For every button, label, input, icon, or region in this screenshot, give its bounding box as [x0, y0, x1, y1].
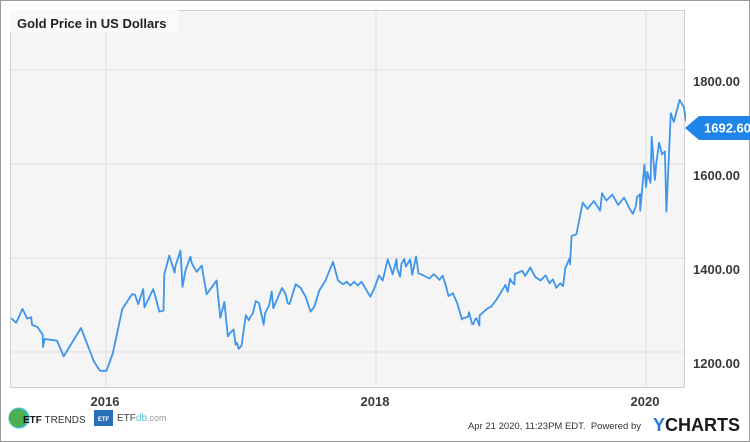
svg-text:ETF: ETF: [98, 417, 110, 423]
svg-text:1692.60: 1692.60: [704, 121, 750, 136]
